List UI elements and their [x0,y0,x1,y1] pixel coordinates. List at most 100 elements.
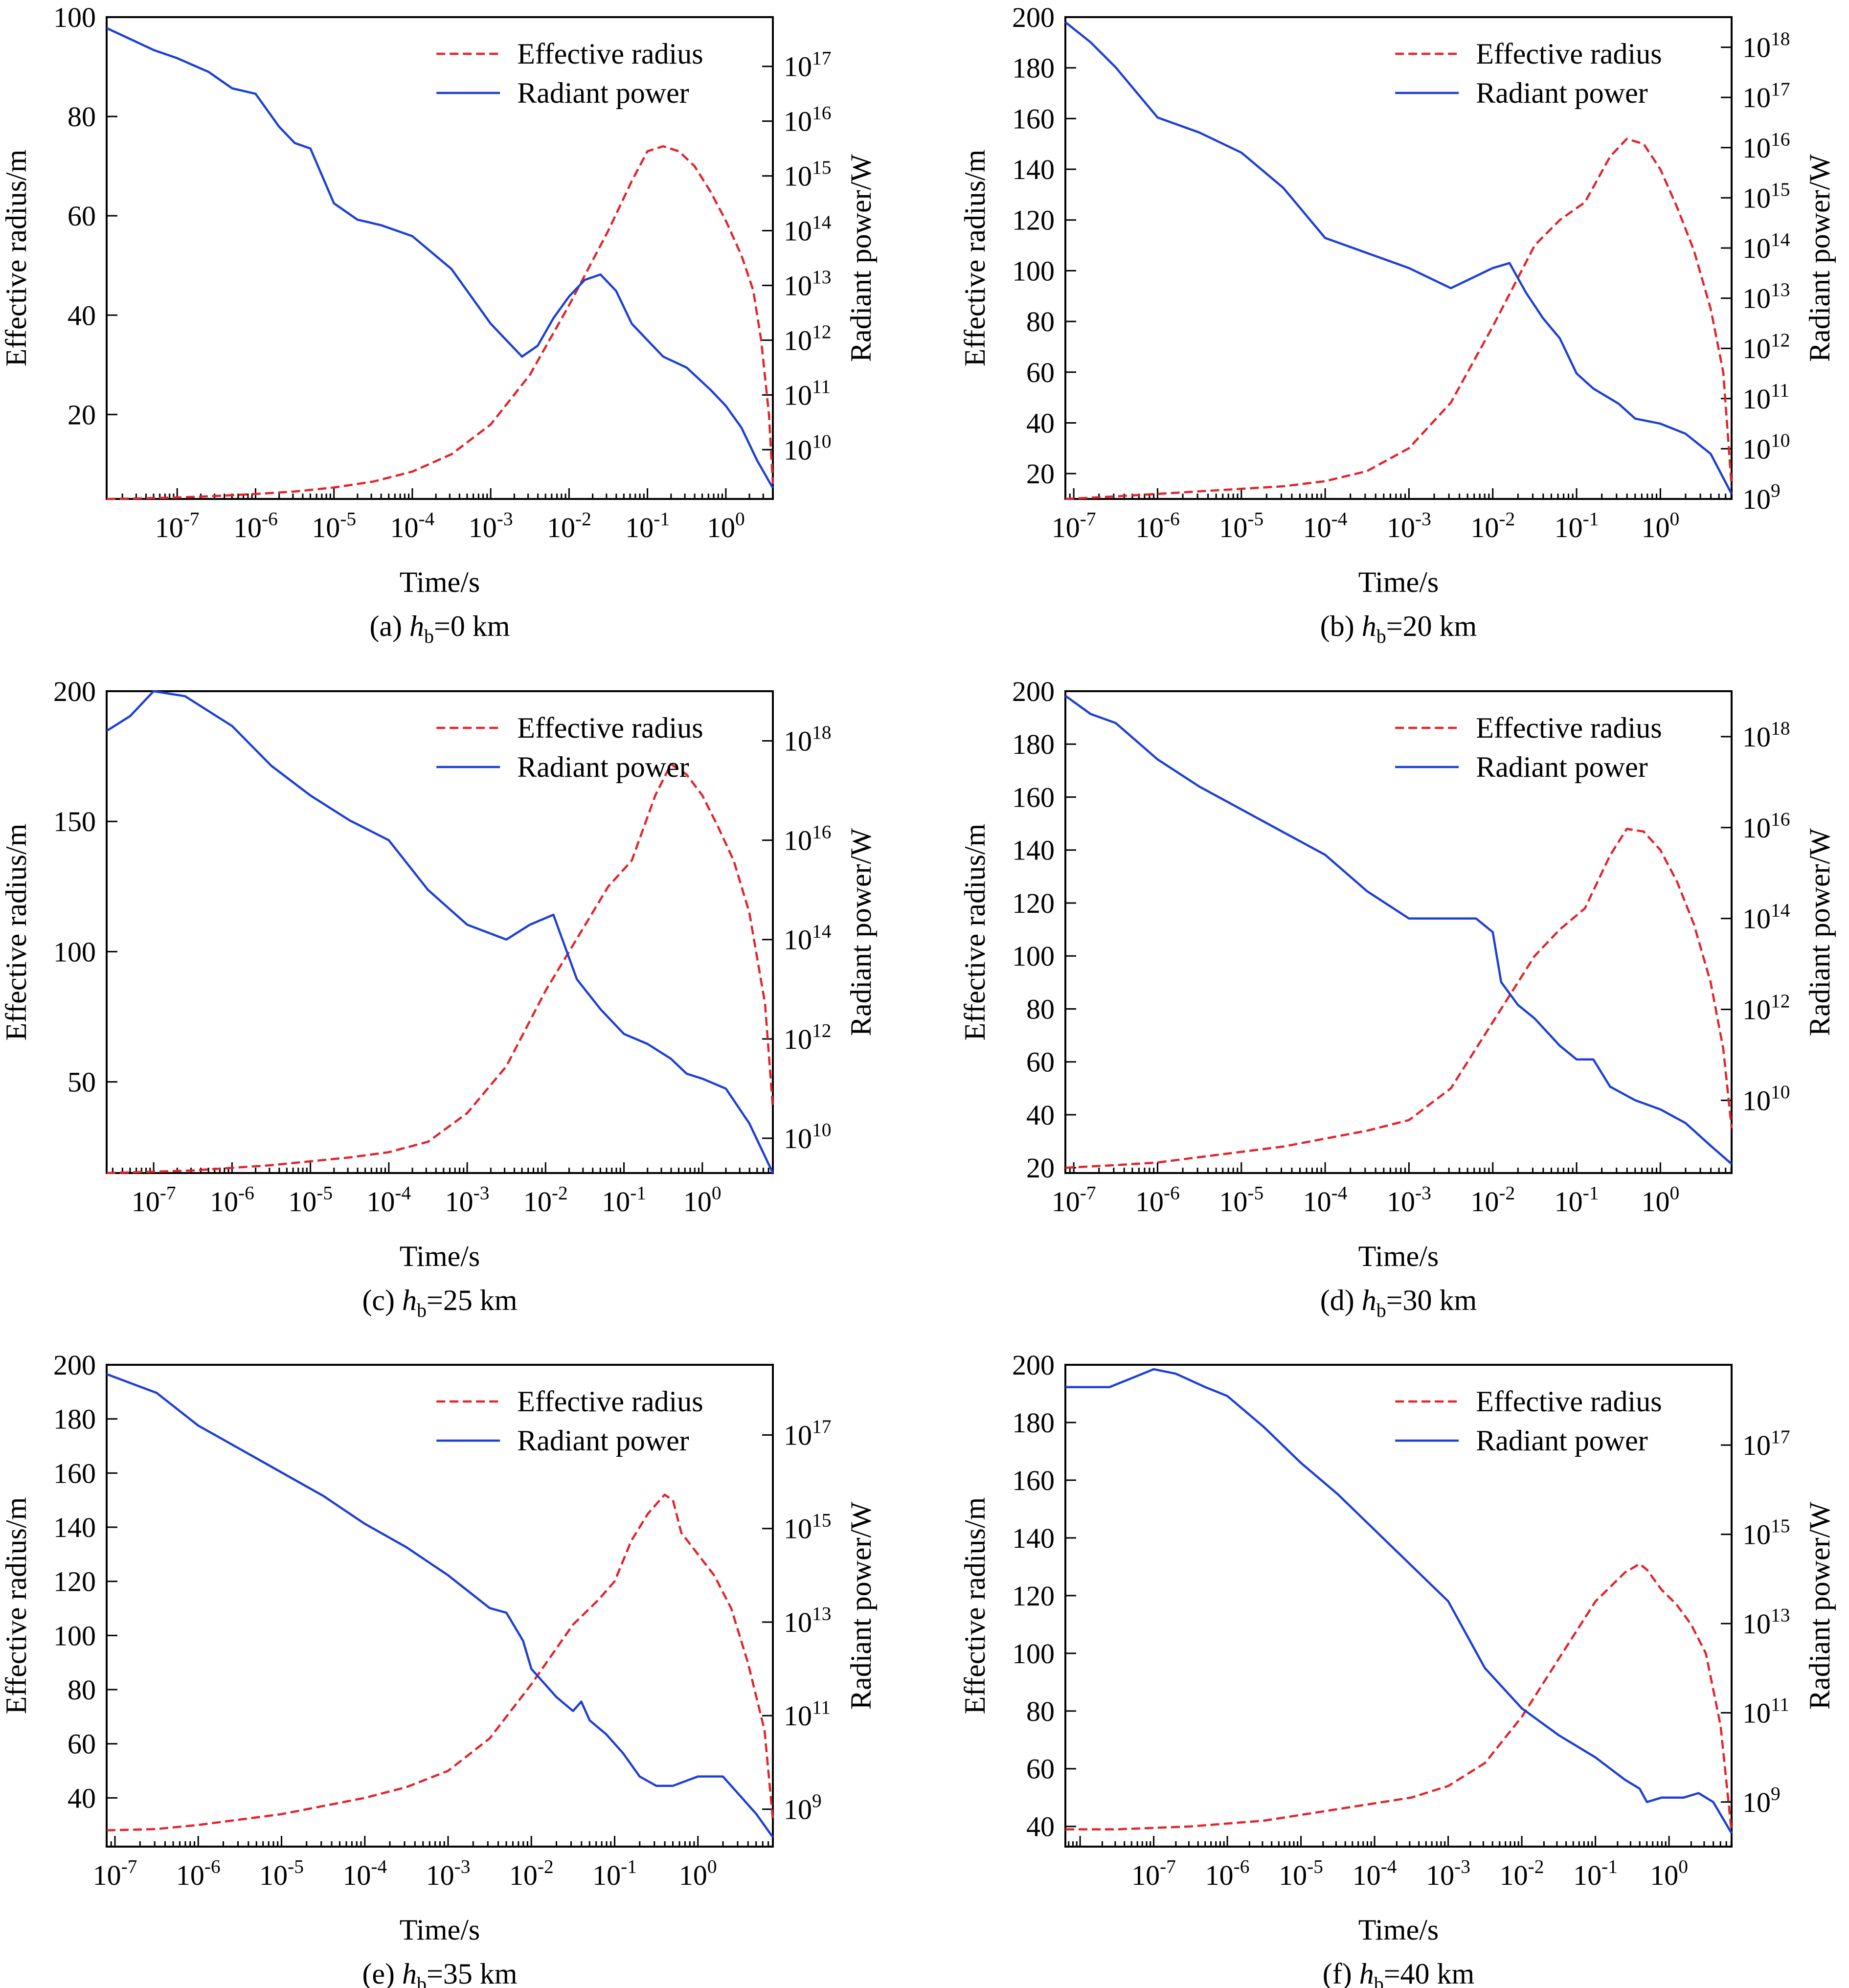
y-left-tick-label: 60 [1026,357,1055,388]
y-left-tick-label: 100 [1012,1638,1055,1670]
radiant-power-series [106,27,774,489]
y-right-tick-label: 1017 [1742,1426,1790,1461]
y-left-tick-label: 50 [68,1066,96,1098]
y-right-tick-label: 1010 [784,430,831,466]
y-left-tick-label: 120 [53,1566,96,1598]
y-left-axis-label: Effective radius/m [959,150,991,367]
y-right-tick-label: 1011 [784,376,831,411]
y-left-tick-label: 100 [53,936,96,968]
y-left-tick-label: 40 [68,1782,96,1814]
y-left-tick-label: 180 [53,1403,96,1435]
radiant-power-series [1064,21,1733,495]
y-right-tick-label: 1017 [784,47,831,82]
y-right-tick-label: 1015 [1742,1515,1790,1550]
x-tick-label: 10-2 [1470,508,1515,543]
panel-caption: (c) hb=25 km [362,1284,517,1321]
y-left-tick-label: 200 [53,1349,96,1381]
panel-caption: (a) hb=0 km [369,610,510,647]
y-left-tick-label: 180 [1012,728,1055,760]
y-left-tick-label: 20 [68,399,96,430]
y-left-tick-label: 100 [1012,940,1055,972]
x-tick-label: 10-2 [523,1182,568,1218]
legend-effective-radius-label: Effective radius [1476,38,1662,70]
radiant-power-series [1065,1368,1733,1834]
x-tick-label: 10-6 [1135,1182,1180,1218]
y-right-tick-label: 1018 [1742,28,1790,63]
y-left-tick-label: 120 [1012,887,1055,919]
x-tick-label: 10-6 [176,1856,221,1891]
x-tick-label: 10-1 [625,508,670,543]
x-tick-label: 10-4 [366,1182,411,1218]
y-left-tick-label: 180 [1012,52,1055,84]
y-right-tick-label: 1011 [1742,379,1789,414]
y-left-tick-label: 200 [1012,676,1055,707]
panel-caption: (d) hb=30 km [1320,1284,1477,1321]
legend-radiant-power-label: Radiant power [1476,751,1648,783]
x-tick-label: 100 [679,1856,717,1891]
y-right-tick-label: 1016 [784,102,831,137]
y-left-tick-label: 120 [1012,204,1055,236]
x-tick-label: 10-4 [342,1856,387,1891]
y-left-tick-label: 200 [53,676,96,707]
y-left-tick-label: 80 [68,101,96,133]
effective-radius-series [106,763,774,1175]
y-left-tick-label: 200 [1012,1349,1055,1381]
panel-caption: (f) hb=40 km [1323,1958,1474,1988]
legend-effective-radius-label: Effective radius [517,38,703,70]
x-tick-label: 100 [683,1182,722,1218]
chart-panel-d: 10-7 10-6 10-5 10-4 10-3 10-2 10-1 100 20 40 60 80 1… [959,676,1836,1321]
x-axis-label: Time/s [1358,566,1439,598]
y-left-tick-label: 80 [68,1674,96,1706]
x-tick-label: 10-7 [1131,1856,1176,1891]
y-right-tick-label: 1012 [784,321,831,356]
legend-effective-radius-label: Effective radius [1476,712,1662,744]
radiant-power-series [1064,695,1733,1165]
y-right-tick-label: 1010 [1742,1081,1790,1116]
y-right-tick-label: 1013 [1742,279,1790,314]
y-left-tick-label: 160 [1012,781,1055,813]
chart-panel-c: 10-7 10-6 10-5 10-4 10-3 10-2 10-1 100 50 100 150 2… [0,676,877,1321]
x-axis-label: Time/s [1358,1914,1439,1946]
y-left-tick-label: 80 [1026,306,1055,338]
y-left-tick-label: 100 [53,1620,96,1651]
y-left-axis-label: Effective radius/m [0,824,32,1041]
legend-radiant-power-label: Radiant power [517,77,689,109]
y-left-axis-label: Effective radius/m [0,1497,32,1715]
x-tick-label: 10-7 [155,508,200,543]
plot-frame [106,16,774,500]
x-tick-label: 10-1 [1555,508,1599,543]
x-tick-label: 10-3 [445,1182,490,1218]
y-left-tick-label: 150 [53,806,96,837]
y-right-tick-label: 1016 [1742,808,1790,843]
y-right-tick-label: 1011 [1742,1694,1789,1729]
y-right-axis-label: Radiant power/W [1804,1502,1836,1710]
y-left-tick-label: 100 [1012,255,1055,287]
y-right-tick-label: 1011 [784,1696,831,1732]
effective-radius-series [106,1493,774,1832]
x-tick-label: 10-2 [509,1856,554,1891]
y-right-axis-label: Radiant power/W [845,828,877,1036]
y-right-tick-label: 1012 [1742,329,1790,364]
chart-panel-a: 10-7 10-6 10-5 10-4 10-3 10-2 10-1 100 20 40 60 80 1… [0,1,877,647]
legend-radiant-power-label: Radiant power [517,1424,689,1457]
x-tick-label: 10-3 [1387,508,1431,543]
x-tick-label: 10-5 [288,1182,333,1218]
x-tick-label: 10-4 [1353,1856,1397,1891]
y-left-tick-label: 120 [1012,1580,1055,1612]
y-left-tick-label: 40 [1026,1811,1055,1843]
x-tick-label: 10-5 [1279,1856,1323,1891]
plot-frame [1064,16,1733,500]
x-tick-label: 10-7 [93,1856,137,1891]
x-tick-label: 100 [1650,1856,1688,1891]
y-right-tick-label: 1014 [784,211,832,247]
chart-panel-e: 10-7 10-6 10-5 10-4 10-3 10-2 10-1 100 40 60 80 100… [0,1349,877,1988]
y-right-tick-label: 109 [1742,480,1781,515]
y-left-tick-label: 60 [68,1728,96,1760]
y-right-tick-label: 1018 [1742,718,1790,753]
y-right-axis-label: Radiant power/W [845,154,877,362]
radiant-power-series [106,1373,774,1838]
x-tick-label: 10-3 [1387,1182,1431,1218]
chart-panel-f: 10-7 10-6 10-5 10-4 10-3 10-2 10-1 100 40 60 80 100… [959,1349,1836,1988]
y-left-tick-label: 60 [1026,1753,1055,1785]
